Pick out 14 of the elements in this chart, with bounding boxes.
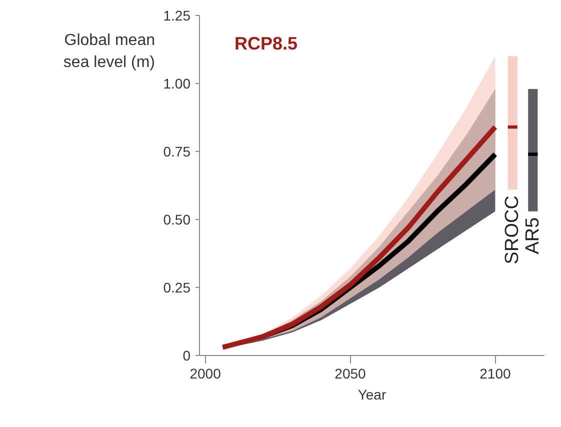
y-tick-label: 0.75: [163, 144, 191, 160]
y-axis-title: Global mean sea level (m): [63, 31, 155, 73]
y-tick-label: 1.00: [163, 76, 191, 92]
x-tick-label: 2000: [190, 366, 222, 382]
x-axis-title: Year: [358, 386, 386, 402]
annotation: RCP8.5: [234, 34, 298, 54]
text: AR5: [522, 217, 544, 254]
y-tick-label: 0: [182, 348, 191, 364]
x-tick-label: 2050: [334, 366, 366, 382]
y-tick-label: 1.25: [163, 8, 191, 24]
text: SROCC: [502, 196, 524, 264]
x-tick-label: 2100: [480, 366, 511, 382]
y-tick-label: 0.25: [163, 280, 191, 296]
y-tick-label: 0.50: [163, 212, 191, 228]
